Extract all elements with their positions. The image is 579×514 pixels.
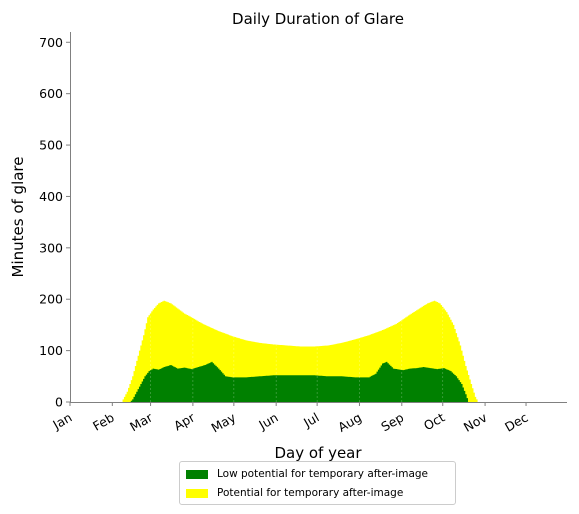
legend-item-potential: Potential for temporary after-image xyxy=(186,485,403,501)
legend-label-potential: Potential for temporary after-image xyxy=(217,487,404,499)
y-axis-ticks: 0 100 200 300 400 500 600 700 xyxy=(39,35,70,410)
legend-item-low: Low potential for temporary after-image xyxy=(186,466,428,482)
x-tick-label: Jan xyxy=(49,410,74,433)
legend-swatch-low xyxy=(186,469,208,479)
legend-swatch-potential xyxy=(186,488,208,498)
x-tick-label: Apr xyxy=(171,409,198,433)
y-tick-label: 500 xyxy=(39,138,63,153)
chart-title: Daily Duration of Glare xyxy=(232,10,404,28)
y-tick-label: 100 xyxy=(39,343,63,358)
x-axis-label: Day of year xyxy=(274,444,362,462)
x-tick-label: Oct xyxy=(421,410,447,434)
y-tick-label: 200 xyxy=(39,292,63,307)
x-tick-label: Jun xyxy=(255,410,280,433)
legend-label-low: Low potential for temporary after-image xyxy=(217,468,429,480)
y-tick-label: 0 xyxy=(55,395,63,410)
x-tick-label: Jul xyxy=(300,410,321,431)
y-tick-label: 400 xyxy=(39,189,63,204)
x-axis-ticks: Jan Feb Mar Apr May Jun Jul Aug Sep Oct Nov Dec xyxy=(49,402,531,436)
x-tick-label: Dec xyxy=(502,410,531,435)
x-tick-label: Nov xyxy=(461,409,490,434)
x-tick-label: Mar xyxy=(127,409,156,434)
x-tick-label: Feb xyxy=(90,410,117,434)
y-tick-label: 600 xyxy=(39,86,63,101)
y-axis-label: Minutes of glare xyxy=(9,157,27,278)
x-tick-label: Sep xyxy=(378,410,406,435)
plot-area xyxy=(121,300,479,402)
series-low-potential xyxy=(129,361,470,402)
low-area xyxy=(129,361,470,402)
x-tick-label: Aug xyxy=(335,410,364,435)
y-tick-label: 700 xyxy=(39,35,63,50)
legend: Low potential for temporary after-image … xyxy=(179,461,456,505)
y-tick-label: 300 xyxy=(39,240,63,255)
x-tick-label: May xyxy=(208,409,238,435)
